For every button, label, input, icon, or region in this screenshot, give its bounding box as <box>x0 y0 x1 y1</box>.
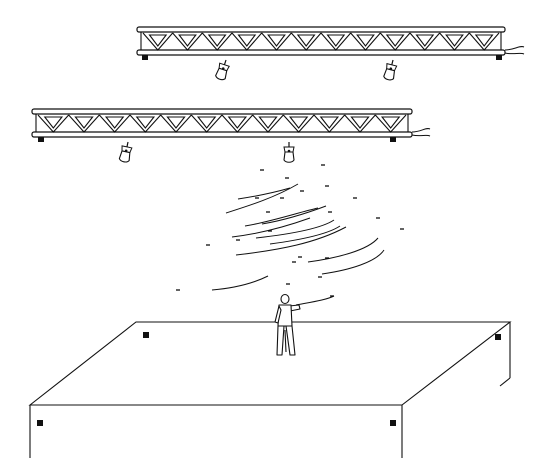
lower-truss <box>31 108 431 164</box>
spotlight-icon <box>283 141 295 163</box>
spotlight-icon <box>214 57 232 82</box>
truss-lattice-path <box>37 114 407 133</box>
lower-truss-lattice <box>37 114 407 133</box>
lower-truss-foot-left <box>38 137 44 142</box>
performer-figure <box>274 293 301 356</box>
upper-truss-lattice <box>142 32 500 51</box>
upper-truss-foot-left <box>142 55 148 60</box>
particle-arcs <box>211 183 385 306</box>
upper-truss-frame <box>136 26 525 56</box>
stage-top-surface <box>28 321 512 406</box>
truss-lattice-path <box>142 32 500 51</box>
spotlight-icon <box>382 58 399 82</box>
stage-corner-marker <box>495 334 501 340</box>
lower-truss-foot-right <box>390 137 396 142</box>
stage-corner-marker <box>390 420 396 426</box>
particle-dashes <box>176 164 404 297</box>
spotlight-icon <box>118 140 134 164</box>
upper-truss <box>136 26 525 82</box>
stage-corner-marker <box>143 332 149 338</box>
stage-platform <box>28 321 512 458</box>
lower-truss-frame <box>31 108 431 138</box>
upper-truss-foot-right <box>496 55 502 60</box>
stage-side-bottom-edge <box>499 377 511 387</box>
stage-corner-marker <box>37 420 43 426</box>
